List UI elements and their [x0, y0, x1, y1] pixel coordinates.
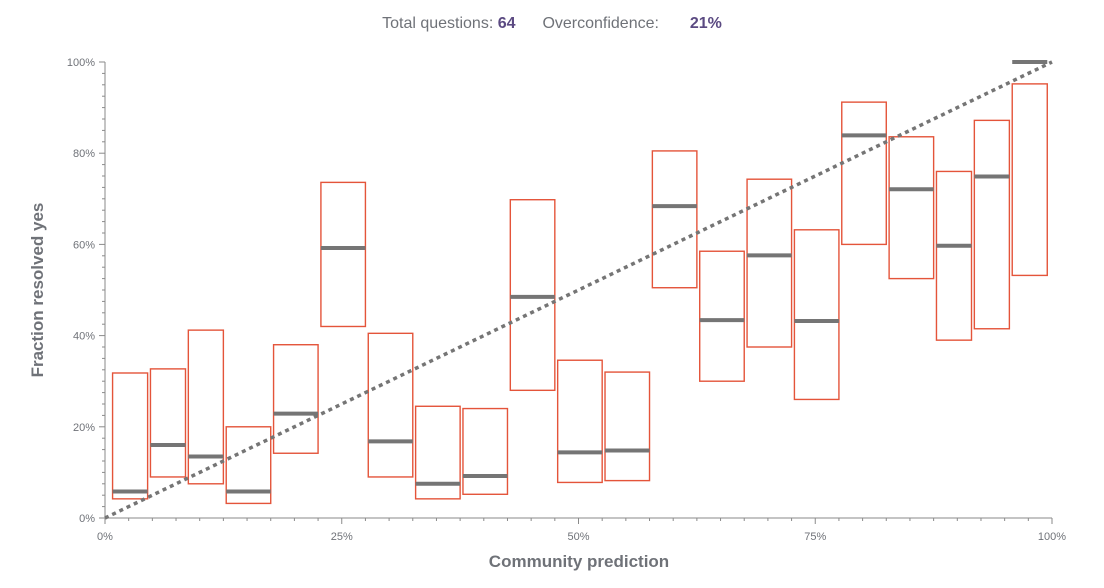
- x-tick-label: 100%: [1038, 531, 1066, 543]
- interval-box: [320, 181, 367, 328]
- tick-labels: 0% 25% 50% 75% 100% 0% 20% 40% 60% 80% 100%: [67, 57, 1066, 543]
- diagonal: [104, 60, 1053, 520]
- interval-box: [462, 407, 509, 495]
- overconfidence-label: Overconfidence:: [542, 15, 659, 32]
- y-tick-label: 40%: [73, 331, 95, 343]
- boxes: [111, 83, 1048, 505]
- total-questions-label: Total questions:: [382, 15, 494, 32]
- interval-box: [414, 405, 461, 500]
- axes: [99, 61, 1053, 524]
- interval-box: [841, 101, 887, 246]
- x-tick-label: 50%: [567, 531, 589, 543]
- interval-box: [272, 344, 319, 454]
- interval-box: [793, 229, 840, 401]
- interval-box: [1011, 83, 1048, 277]
- interval-box: [699, 250, 745, 382]
- x-tick-label: 25%: [331, 531, 353, 543]
- interval-box: [367, 332, 414, 478]
- interval-box: [149, 368, 187, 478]
- interval-box: [556, 359, 603, 484]
- x-tick-label: 75%: [804, 531, 826, 543]
- y-tick-label: 60%: [73, 239, 95, 251]
- interval-box: [935, 170, 973, 341]
- y-tick-label: 80%: [73, 148, 95, 160]
- calibration-diagonal: [104, 60, 1053, 520]
- overconfidence-value: 21%: [689, 15, 722, 32]
- medians: [112, 60, 1048, 494]
- interval-box: [604, 371, 651, 482]
- interval-box: [746, 178, 793, 348]
- x-axis-title: Community prediction: [489, 552, 669, 571]
- interval-box: [651, 150, 698, 289]
- interval-box: [888, 136, 935, 280]
- y-tick-label: 0%: [79, 513, 95, 525]
- interval-box: [973, 119, 1011, 330]
- interval-box: [225, 426, 272, 505]
- total-questions-value: 64: [497, 15, 516, 32]
- y-axis-title: Fraction resolved yes: [28, 203, 47, 378]
- interval-box: [187, 329, 225, 485]
- x-tick-label: 0%: [97, 531, 113, 543]
- y-tick-label: 20%: [73, 422, 95, 434]
- y-tick-label: 100%: [67, 57, 95, 69]
- summary-stats: Total questions: 64 Overconfidence: 21%: [0, 15, 1104, 33]
- interval-box: [111, 372, 149, 500]
